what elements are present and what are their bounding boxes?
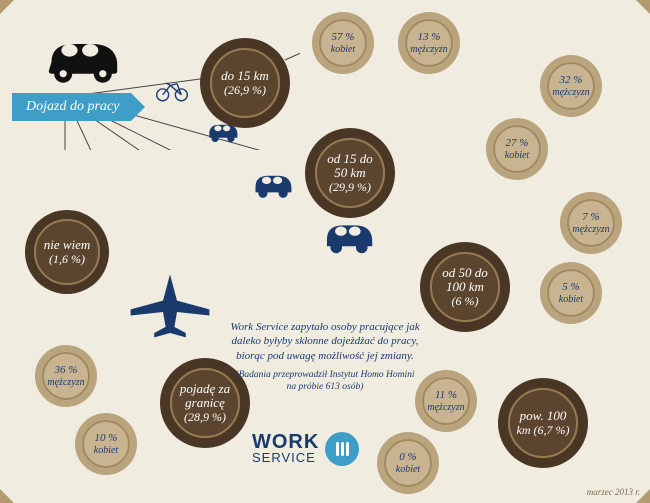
title-banner: Dojazd do pracy (12, 93, 131, 121)
date-text: marzec 2013 r. (587, 487, 640, 497)
cap-label: pojadę za (180, 382, 230, 396)
cap-7-mezczyzn: 7 %mężczyzn (560, 192, 622, 254)
cap-pct: km (6,7 %) (517, 424, 570, 437)
cap-36-mezczyzn: 36 %mężczyzn (35, 345, 97, 407)
car-icon (38, 30, 128, 85)
airplane-icon (125, 270, 215, 340)
cap-32-mezczyzn: 32 %mężczyzn (540, 55, 602, 117)
cap-label: od 50 do (442, 266, 488, 280)
cap-pct: (1,6 %) (49, 253, 85, 266)
logo-bottom: SERVICE (252, 452, 319, 464)
cap-10-kobiet: 10 %kobiet (75, 413, 137, 475)
cap-label: granicę (185, 396, 225, 410)
cap-label: pow. 100 (520, 409, 567, 423)
cap-27-kobiet: 27 %kobiet (486, 118, 548, 180)
cap-pow100: pow. 100 km (6,7 %) (498, 378, 588, 468)
cap-13-mezczyzn: 13 %mężczyzn (398, 12, 460, 74)
cap-50-100: od 50 do 100 km (6 %) (420, 242, 510, 332)
cap-label: do 15 km (221, 69, 269, 83)
cap-57-kobiet: 57 %kobiet (312, 12, 374, 74)
bicycle-icon (155, 80, 189, 102)
title-text: Dojazd do pracy (26, 99, 119, 115)
corner-decoration (0, 489, 14, 503)
cap-label: 100 km (446, 280, 484, 294)
cap-pct: (26,9 %) (224, 84, 266, 97)
description-text: Work Service zapytało osoby pracujące ja… (230, 320, 420, 363)
infographic-canvas: Dojazd do pracy do 15 km (26,9 %) od 15 … (0, 0, 650, 503)
cap-label: nie wiem (44, 238, 91, 252)
cap-label: od 15 do (327, 152, 373, 166)
corner-decoration (0, 0, 14, 14)
cap-pct: (29,9 %) (329, 181, 371, 194)
cap-do15: do 15 km (26,9 %) (200, 38, 290, 128)
cap-15-50: od 15 do 50 km (29,9 %) (305, 128, 395, 218)
cap-pct: (6 %) (452, 295, 479, 308)
cap-niewiem: nie wiem (1,6 %) (25, 210, 109, 294)
small-car-icon (320, 218, 378, 256)
footnote-text: (Badania przeprowadził Instytut Homo Hom… (230, 369, 420, 394)
work-service-logo: WORK SERVICE (252, 432, 359, 466)
description-block: Work Service zapytało osoby pracujące ja… (230, 320, 420, 394)
corner-decoration (636, 0, 650, 14)
cap-5-kobiet: 5 %kobiet (540, 262, 602, 324)
cap-11-mezczyzn: 11 %mężczyzn (415, 370, 477, 432)
cap-0-kobiet: 0 %kobiet (377, 432, 439, 494)
small-car-icon (250, 170, 296, 200)
cap-label: 50 km (334, 166, 365, 180)
cap-pct: (28,9 %) (184, 411, 226, 424)
logo-circle-icon (325, 432, 359, 466)
